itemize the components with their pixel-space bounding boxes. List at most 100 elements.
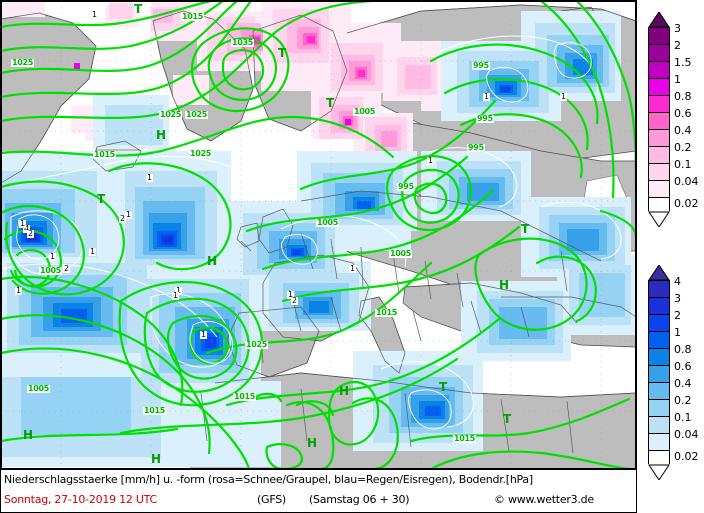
isobar-label: 1015 (181, 12, 205, 21)
isobar-label: 1035 (231, 38, 255, 47)
cbar-snow-tick: 0.04 (674, 175, 699, 188)
caption-model: (GFS) (257, 493, 286, 506)
caption-meta: Sonntag, 27-10-2019 12 UTC (GFS) (Samsta… (4, 493, 634, 507)
cbar-rain-tick: 4 (674, 275, 681, 288)
colorbar-snow-top-arrow (648, 12, 670, 28)
pressure-center-T: T (439, 380, 448, 394)
isobar-label: 995 (476, 114, 494, 123)
isobar-label: 995 (467, 143, 485, 152)
colorbar-rain-top-arrow (648, 265, 670, 281)
precip-max-label: 1 (175, 286, 183, 295)
cbar-rain-cell (649, 383, 669, 400)
isobar-label: 1025 (11, 58, 35, 67)
pressure-center-H: H (339, 384, 350, 398)
cbar-snow-tick: 1.5 (674, 56, 692, 69)
precip-max-label: 1 (427, 156, 435, 165)
cbar-snow-tick: 0.1 (674, 158, 692, 171)
pressure-center-H: H (207, 254, 218, 268)
cbar-snow-cell (649, 79, 669, 96)
cbar-rain-tick: 2 (674, 309, 681, 322)
cbar-snow-cell (649, 147, 669, 164)
cbar-rain-tick: 0.02 (674, 450, 699, 463)
cbar-rain-cell (649, 366, 669, 383)
cbar-rain-cell (649, 434, 669, 451)
cbar-snow-cell (649, 45, 669, 62)
map-canvas (1, 1, 636, 469)
pressure-center-T: T (326, 96, 335, 110)
cbar-rain-cell (649, 400, 669, 417)
cbar-snow-tick: 2 (674, 39, 681, 52)
isobar-label: 1005 (316, 218, 340, 227)
cbar-rain-tick: 0.1 (674, 411, 692, 424)
cbar-rain-cell (649, 298, 669, 315)
precip-max-label: 2 (63, 264, 71, 273)
cbar-snow-tick: 0.02 (674, 197, 699, 210)
isobar-label: 995 (472, 61, 490, 70)
cbar-snow-cell (649, 96, 669, 113)
precip-max-label: 1 (146, 173, 154, 182)
cbar-snow-cell (649, 164, 669, 181)
cbar-rain-tick: 0.6 (674, 360, 692, 373)
cbar-snow-cell (649, 198, 669, 212)
isobar-label: 1005 (353, 107, 377, 116)
precipitation-map[interactable]: 1025 1035 1025 1025 1025 1015 1015 1005 … (0, 0, 637, 470)
cbar-rain-tick: 0.2 (674, 394, 692, 407)
precip-max-label: 1 (483, 92, 491, 101)
precip-max-label: 1 (89, 247, 97, 256)
cbar-snow-tick: 3 (674, 22, 681, 35)
isobar-label: 1015 (233, 392, 257, 401)
caption-credit: © www.wetter3.de (494, 493, 594, 506)
pressure-center-T: T (134, 2, 143, 16)
precip-max-label: 1 (172, 291, 180, 300)
pressure-center-H: H (499, 278, 510, 292)
caption-bar: Niederschlagsstaerke [mm/h] u. -form (ro… (0, 470, 637, 513)
cbar-snow-cell (649, 181, 669, 198)
isobar-label: 1025 (245, 340, 269, 349)
isobar-label: 1025 (189, 149, 213, 158)
precip-max-label: 1 (49, 252, 57, 261)
cbar-snow-cell (649, 130, 669, 147)
isobar-label: 1005 (389, 249, 413, 258)
colorbar-snow-scale (648, 27, 670, 212)
colorbar-snow-bottom-arrow (648, 211, 670, 227)
cbar-rain-tick: 3 (674, 292, 681, 305)
isobar-label: 1005 (27, 384, 51, 393)
colorbar-rain-bottom-arrow (648, 464, 670, 480)
isobar-label: 1005 (39, 266, 63, 275)
precip-max-label: 1 (560, 92, 568, 101)
caption-title: Niederschlagsstaerke [mm/h] u. -form (ro… (4, 473, 533, 486)
pressure-center-H: H (23, 428, 34, 442)
precip-max-label: 2 (291, 296, 299, 305)
cbar-snow-cell (649, 62, 669, 79)
cbar-rain-tick: 1 (674, 326, 681, 339)
pressure-center-H: H (151, 452, 162, 466)
precip-max-label: 1 (15, 286, 23, 295)
precip-max-label: 1 (287, 290, 295, 299)
isobar-label: 1015 (375, 308, 399, 317)
cbar-snow-tick: 1 (674, 73, 681, 86)
cbar-rain-cell (649, 315, 669, 332)
isobar-label: 995 (397, 182, 415, 191)
pressure-center-T: T (521, 222, 530, 236)
cbar-rain-cell (649, 417, 669, 434)
colorbar-rain[interactable]: 4 3 2 1 0.8 0.6 0.4 0.2 0.1 0.04 0.02 (648, 265, 704, 497)
precip-max-label: 1 (19, 219, 27, 228)
precip-max-label: 1 (125, 210, 133, 219)
cbar-rain-tick: 0.4 (674, 377, 692, 390)
isobar-label: 1025 (159, 110, 183, 119)
cbar-snow-cell (649, 113, 669, 130)
colorbar-rain-scale (648, 280, 670, 465)
cbar-rain-cell (649, 451, 669, 465)
pressure-center-T: T (97, 192, 106, 206)
cbar-rain-tick: 0.8 (674, 343, 692, 356)
caption-run: (Samstag 06 + 30) (309, 493, 410, 506)
cbar-snow-tick: 0.4 (674, 124, 692, 137)
cbar-rain-cell (649, 349, 669, 366)
pressure-center-H: H (307, 436, 318, 450)
isobar-label: 1025 (185, 110, 209, 119)
cbar-snow-tick: 0.2 (674, 141, 692, 154)
colorbar-snow[interactable]: 3 2 1.5 1 0.8 0.6 0.4 0.2 0.1 0.04 0.02 (648, 12, 704, 244)
isobar-label: 1015 (453, 434, 477, 443)
cbar-rain-tick: 0.04 (674, 428, 699, 441)
